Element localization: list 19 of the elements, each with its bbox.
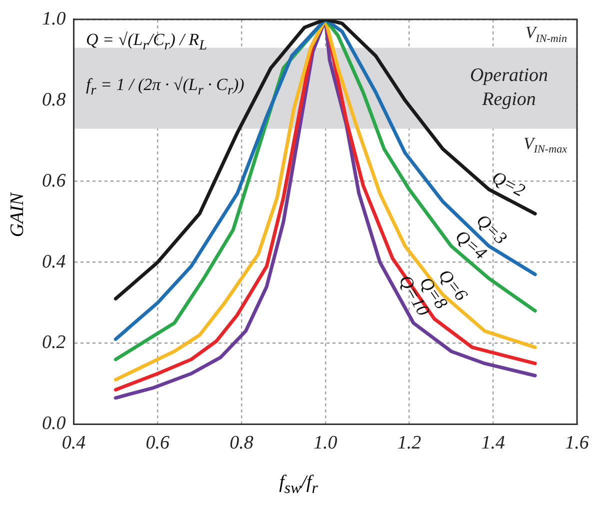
y-axis-title: GAIN [7,192,29,238]
annotation: Q = √(L$_{r}$/C$_{r}$) / R$_{L}$ [86,29,208,56]
y-tick-label: 0.8 [42,89,66,110]
y-tick-label: 0.0 [42,413,66,434]
band-label: Operation Region [470,65,548,110]
x-tick-label: 1.2 [397,432,422,454]
y-tick-label: 0.2 [42,332,66,354]
y-tick-label: 0.4 [42,251,66,272]
x-tick-label: 0.6 [146,432,170,454]
text: Q=2 [488,166,528,200]
annotation: f$_{r}$ = 1 / (2π · √(L$_{r}$ · C$_{r}$)) [86,74,244,101]
x-axis-title: f$_{sw}$/f$_{r}$ [278,472,319,498]
x-tick-label: 1.0 [314,432,338,454]
x-tick-label: 0.4 [62,432,86,454]
y-tick-label: 1.0 [42,8,66,30]
x-tick-label: 1.6 [565,432,590,454]
y-tick-label: 0.6 [42,170,66,192]
x-tick-label: 1.4 [481,432,506,454]
x-tick-label: 0.8 [230,432,254,454]
